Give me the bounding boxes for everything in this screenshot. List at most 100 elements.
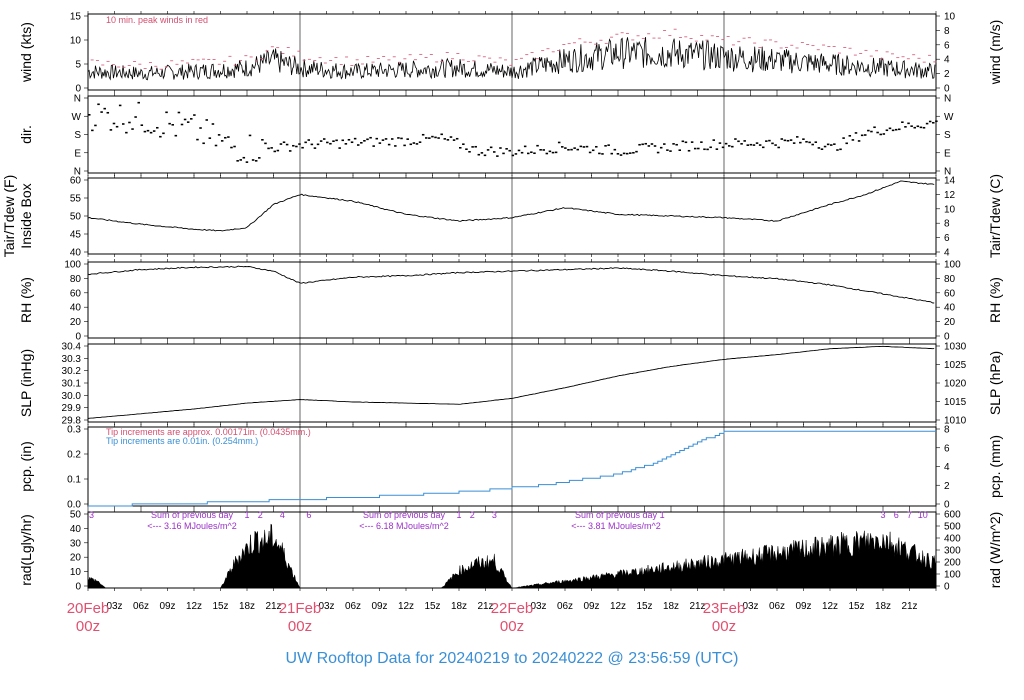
y-tick-label-wind: 10 [70, 36, 82, 47]
solar-radiation-area [87, 523, 937, 589]
x-hour-label: 12z [822, 601, 838, 612]
y-tick-label-rh: 100 [64, 260, 81, 271]
y2-tick-label-wind: 8 [944, 26, 950, 37]
y-tick-label-rad: 50 [70, 510, 82, 521]
y-tick-label-pcp: 0.2 [67, 450, 81, 461]
y2-tick-label-pcp: 0 [944, 500, 950, 511]
y2-tick-label-slp: 1010 [944, 416, 967, 427]
y2-tick-label-dir: N [944, 94, 951, 105]
y2-tick-label-pcp: 2 [944, 481, 950, 492]
y2-tick-label-rh: 60 [944, 288, 956, 299]
y-tick-label-slp: 30.3 [62, 354, 82, 365]
daily-sum-title: Sum of previous day [363, 510, 446, 520]
x-hour-label: 18z [451, 601, 467, 612]
x-hour-label: 06z [345, 601, 361, 612]
y-tick-label-temp: 40 [70, 248, 82, 259]
y-tick-label-slp: 29.8 [62, 416, 82, 427]
x-date-label: 20Feb [67, 600, 110, 617]
y2-tick-label-wind: 2 [944, 69, 950, 80]
x-hour-label: 03z [530, 601, 546, 612]
y-tick-label-rad: 10 [70, 567, 82, 578]
x-hour-label: 12z [610, 601, 626, 612]
x-hour-label: 21z [901, 601, 917, 612]
y2-tick-label-rad: 300 [944, 546, 961, 557]
x-hour-label: 09z [371, 601, 387, 612]
x-hour-label: 18z [663, 601, 679, 612]
x-hour-label: 21z [689, 601, 705, 612]
x-date-label: 22Feb [491, 600, 534, 617]
y2-tick-label-dir: S [944, 130, 951, 141]
daily-sum-value: <--- 6.18 MJoules/m^2 [359, 521, 449, 531]
y-tick-label-rh: 80 [70, 274, 82, 285]
hour-marker: 3 [89, 510, 94, 520]
y-tick-label-rad: 40 [70, 524, 82, 535]
y-tick-label-rad: 20 [70, 553, 82, 564]
slp-line [87, 345, 935, 419]
hour-marker: 3 [880, 510, 885, 520]
precip-step-line [88, 430, 936, 507]
y2-tick-label-pcp: 8 [944, 425, 950, 436]
x-hour-label: 03z [318, 601, 334, 612]
hour-marker: 4 [280, 510, 285, 520]
y2-tick-label-rh: 40 [944, 303, 956, 314]
y2-tick-label-rad: 100 [944, 570, 961, 581]
y2-tick-label-rad: 400 [944, 534, 961, 545]
daily-sum-value: <--- 3.16 MJoules/m^2 [147, 521, 237, 531]
y-tick-label-wind: 15 [70, 12, 82, 23]
x-hour-label: 21z [477, 601, 493, 612]
y2-axis-label-pcp: pcp. (mm) [987, 435, 1003, 498]
chart-title: UW Rooftop Data for 20240219 to 20240222… [285, 650, 739, 667]
hour-marker: 1 [456, 510, 461, 520]
x-hour-label: 12z [186, 601, 202, 612]
y-tick-label-slp: 30.1 [62, 379, 82, 390]
hour-marker: 6 [306, 510, 311, 520]
y2-tick-label-rh: 80 [944, 274, 956, 285]
hour-marker: 10 [918, 510, 928, 520]
y-tick-label-dir: S [74, 130, 81, 141]
y-tick-label-slp: 30.4 [62, 342, 82, 353]
y2-axis-label-rh: RH (%) [987, 277, 1003, 323]
y-tick-label-temp: 55 [70, 194, 82, 205]
y-tick-label-dir: E [74, 148, 81, 159]
y-tick-label-rad: 30 [70, 538, 82, 549]
y-tick-label-dir: N [74, 94, 81, 105]
wind-annotation: 10 min. peak winds in red [106, 15, 208, 25]
x-hour-label: 06z [769, 601, 785, 612]
y2-tick-label-wind: 0 [944, 84, 950, 95]
y-tick-label-slp: 30.2 [62, 366, 82, 377]
rh-line [87, 265, 935, 304]
y2-tick-label-slp: 1030 [944, 342, 967, 353]
tip-annotation-2: Tip increments are 0.01in. (0.254mm.) [106, 436, 258, 446]
temp-line [87, 180, 935, 232]
y2-axis-label-temp: Tair/Tdew (C) [987, 174, 1003, 258]
y2-tick-label-temp: 6 [944, 233, 950, 244]
y2-tick-label-rad: 200 [944, 558, 961, 569]
y2-tick-label-wind: 4 [944, 55, 950, 66]
y2-tick-label-rad: 600 [944, 510, 961, 521]
daily-sum-title: Sum of previous day [575, 510, 658, 520]
y2-tick-label-slp: 1025 [944, 360, 967, 371]
y-tick-label-temp: 45 [70, 230, 82, 241]
y2-tick-label-rh: 20 [944, 317, 956, 328]
y2-tick-label-wind: 10 [944, 12, 956, 23]
y2-tick-label-temp: 14 [944, 176, 956, 187]
hour-marker: 2 [258, 510, 263, 520]
hour-marker: 7 [907, 510, 912, 520]
y-tick-label-temp: 60 [70, 176, 82, 187]
x-date-hour-label: 00z [500, 618, 524, 635]
y-tick-label-rh: 20 [70, 317, 82, 328]
y-tick-label-dir: W [72, 112, 82, 123]
y2-tick-label-slp: 1015 [944, 397, 967, 408]
y2-tick-label-rad: 0 [944, 582, 950, 593]
y-axis-label-pcp: pcp. (in) [18, 441, 34, 492]
x-hour-label: 12z [398, 601, 414, 612]
hour-marker: 1 [660, 510, 665, 520]
y-tick-label-temp: 50 [70, 212, 82, 223]
y2-tick-label-dir: N [944, 167, 951, 178]
wind-speed-line [87, 37, 936, 81]
y2-tick-label-temp: 10 [944, 204, 956, 215]
x-hour-label: 15z [636, 601, 652, 612]
x-hour-label: 09z [583, 601, 599, 612]
x-date-hour-label: 00z [288, 618, 312, 635]
y-tick-label-slp: 29.9 [62, 403, 82, 414]
